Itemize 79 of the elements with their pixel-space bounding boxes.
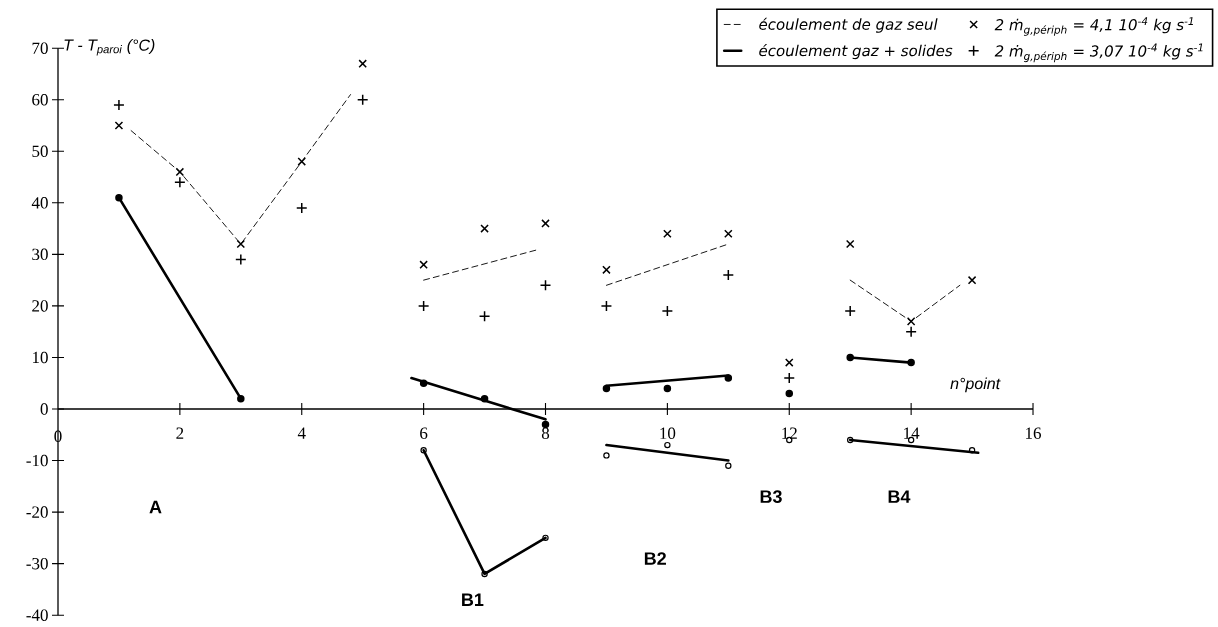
point [541, 219, 550, 228]
point [906, 317, 916, 326]
x-tick-label: 8 [541, 427, 550, 439]
point [783, 372, 796, 384]
y-tick-label: 0 [40, 403, 48, 415]
y-tick-label: -10 [26, 454, 48, 467]
point [297, 157, 307, 166]
point [419, 379, 428, 387]
y-tick-label: 70 [32, 42, 48, 54]
point [114, 121, 124, 130]
point [846, 353, 854, 362]
y-tick-label: 50 [32, 145, 48, 158]
point [907, 358, 915, 367]
y-tick-label: 10 [32, 351, 48, 364]
y-tick-label: -20 [26, 506, 48, 518]
point [539, 279, 552, 292]
annotation: B4 [888, 490, 911, 503]
point [905, 325, 917, 338]
point [846, 436, 854, 444]
point [419, 260, 428, 269]
y-tick-label: -30 [26, 557, 48, 570]
point [237, 394, 245, 403]
point [541, 420, 550, 429]
point [358, 59, 367, 68]
annotation: B2 [644, 552, 666, 565]
legend-label: 2 ṁ$_{g,périph}$ = 3,07 10$^{-4}$ kg s$^{-1}$ [994, 43, 1203, 63]
y-tick-label: 20 [32, 300, 48, 312]
point [784, 358, 794, 367]
y-tick-label: 60 [32, 93, 48, 106]
point [296, 202, 308, 214]
point [420, 447, 427, 454]
point [175, 167, 185, 177]
y-tick-label: 30 [32, 248, 48, 261]
point [663, 229, 672, 239]
point [600, 300, 613, 312]
point [661, 305, 674, 317]
legend-label: 2 ṁ$_{g,périph}$ = 4,1 10$^{-4}$ kg s$^{-1}$ [994, 17, 1193, 36]
y-tick-label: -40 [26, 609, 48, 621]
x-tick-label: 12 [782, 427, 797, 439]
point [602, 265, 611, 275]
point [724, 374, 733, 382]
point [722, 269, 735, 281]
point [785, 389, 794, 398]
point [845, 239, 855, 249]
annotation: B3 [760, 490, 782, 504]
point [724, 229, 733, 239]
point [236, 239, 246, 249]
x-axis-title: n°point [950, 377, 1001, 393]
point [542, 534, 549, 542]
point [603, 452, 610, 459]
annotation: B1 [462, 593, 484, 606]
y-axis-title: T - T$_{paroi}$ (°C) [64, 38, 155, 56]
point [481, 570, 488, 578]
legend-label: écoulement de gaz seul [759, 17, 938, 33]
point [113, 99, 125, 111]
x-tick-label: 10 [660, 427, 676, 439]
point [844, 305, 856, 317]
point [417, 300, 430, 312]
point [664, 441, 671, 449]
point [356, 93, 369, 106]
point [480, 224, 489, 233]
point [478, 310, 491, 322]
point [174, 176, 186, 188]
annotation: A [149, 500, 162, 514]
point [602, 384, 611, 393]
point [480, 394, 489, 403]
point [115, 193, 123, 202]
point [725, 462, 732, 469]
point [967, 275, 977, 285]
y-tick-label: 40 [31, 197, 48, 209]
point [663, 384, 672, 393]
x-tick-label: 14 [904, 427, 920, 439]
x-tick-label: 6 [420, 427, 428, 439]
point [235, 253, 247, 266]
x-tick-label: 16 [1026, 427, 1042, 439]
x-tick-label: 2 [176, 427, 184, 439]
legend-label: écoulement gaz + solides [759, 44, 953, 60]
x-tick-label: 4 [297, 427, 306, 439]
point [968, 447, 976, 454]
